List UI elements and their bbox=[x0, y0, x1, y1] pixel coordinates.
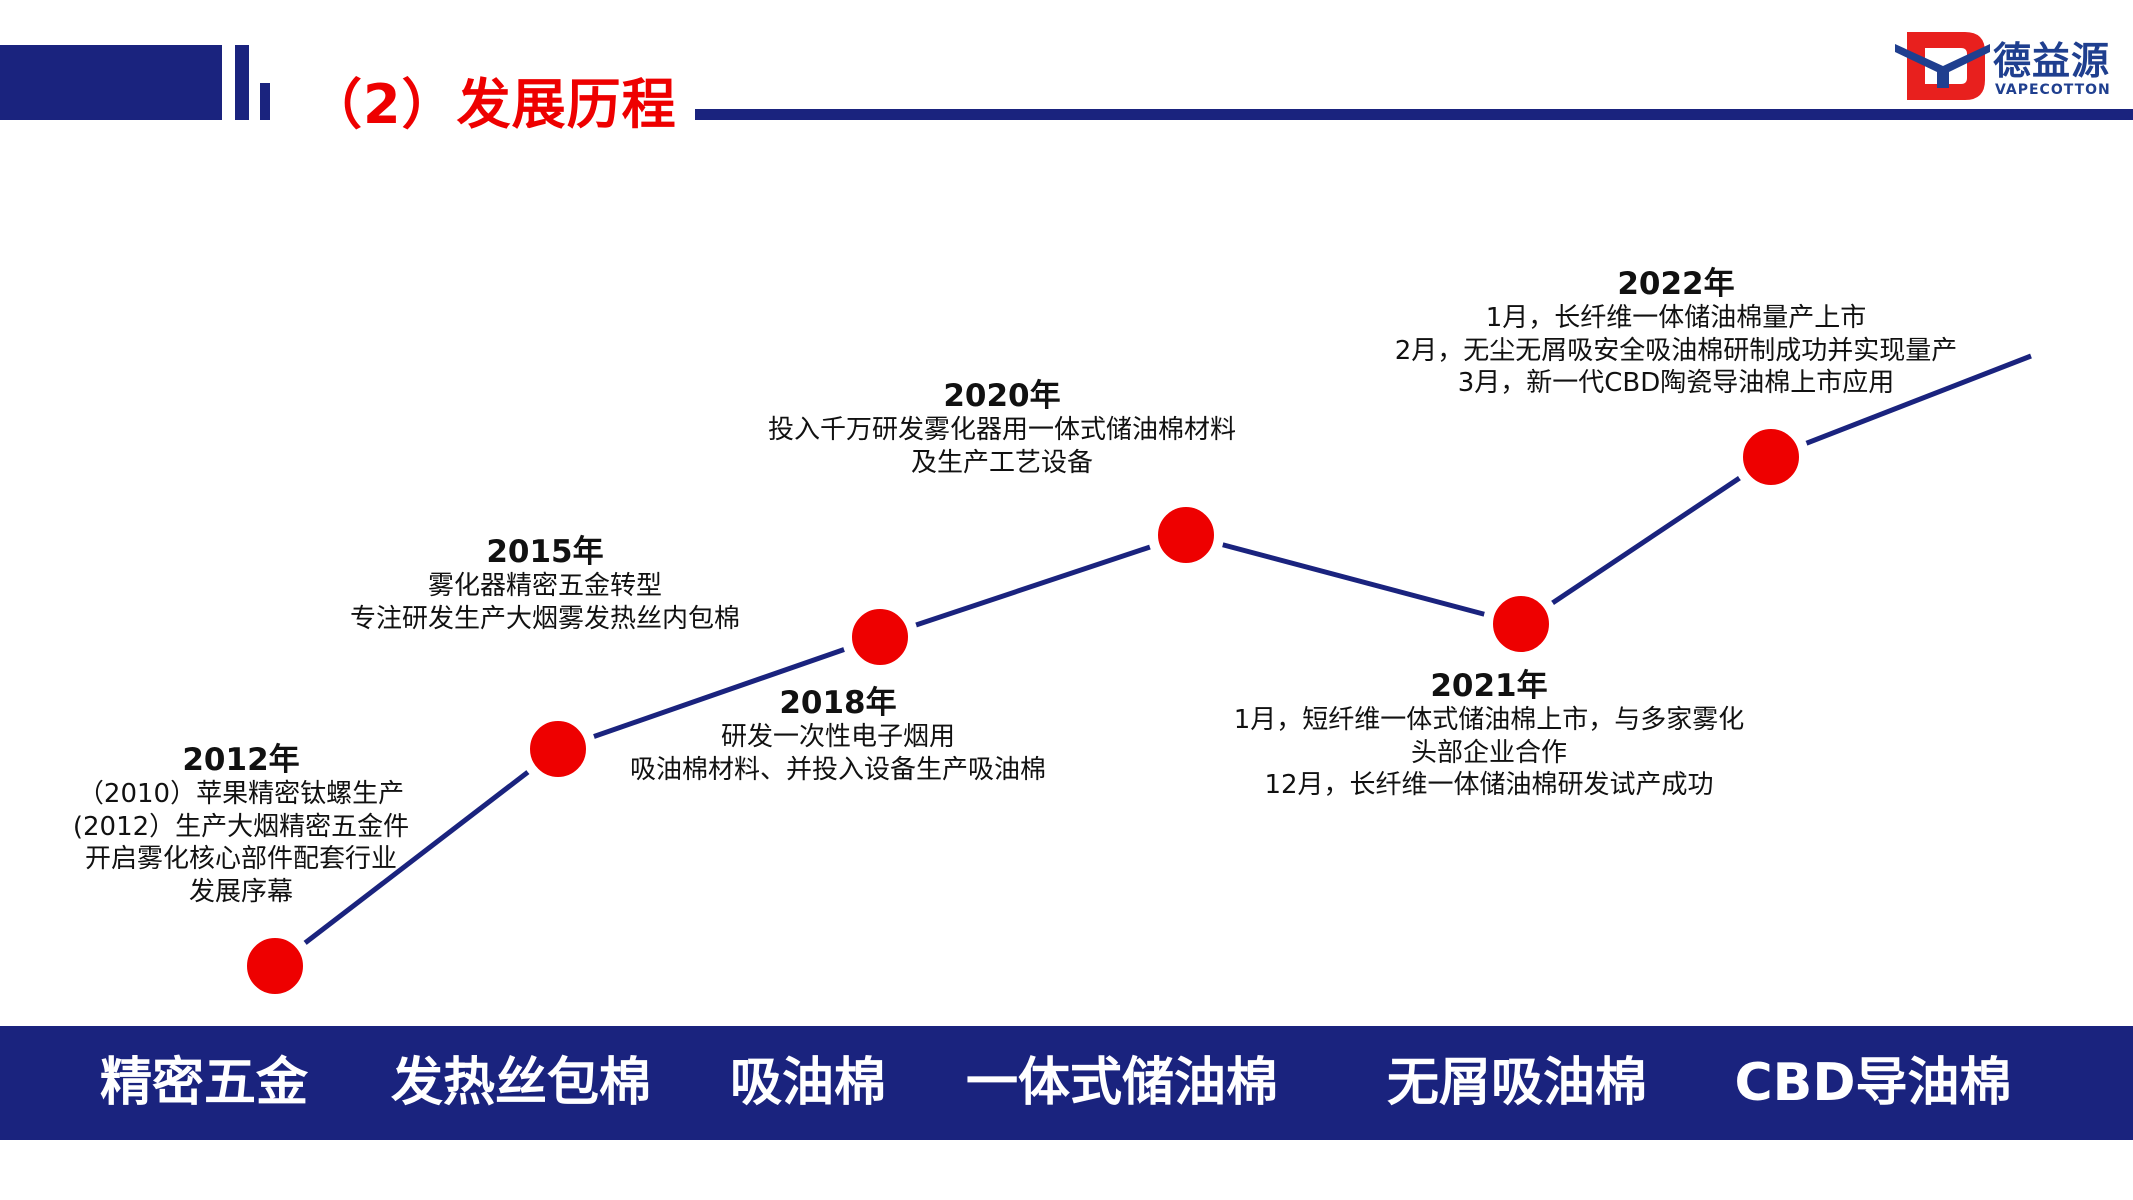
event-year: 2018年 bbox=[779, 685, 897, 721]
event-line: 头部企业合作 bbox=[1410, 737, 1568, 768]
logo: 德益源 VAPECOTTON bbox=[1895, 30, 2115, 105]
timeline-event: 2022年 1月，长纤维一体储油棉量产上市 2月，无尘无屑吸安全吸油棉研制成功并实现… bbox=[1395, 266, 1958, 400]
event-line: 专注研发生产大烟雾发热丝内包棉 bbox=[349, 603, 741, 634]
timeline-segment bbox=[1519, 454, 1773, 627]
logo-mark-icon bbox=[1895, 32, 1990, 100]
timeline-segment bbox=[1770, 353, 2032, 460]
product-label: 精密五金 bbox=[99, 1053, 309, 1113]
event-line: 2月，无尘无屑吸安全吸油棉研制成功并实现量产 bbox=[1394, 335, 1958, 366]
timeline-event: 2018年 研发一次性电子烟用 吸油棉材料、并投入设备生产吸油棉 bbox=[630, 685, 1046, 786]
timeline-segment bbox=[557, 634, 881, 752]
event-line: 雾化器精密五金转型 bbox=[427, 571, 663, 601]
event-line: （2010）苹果精密钛螺生产 bbox=[77, 779, 405, 809]
product-label: 一体式储油棉 bbox=[965, 1053, 1279, 1113]
header-block bbox=[0, 45, 222, 120]
timeline-dot bbox=[1148, 497, 1224, 573]
event-line: 发展序幕 bbox=[188, 876, 293, 907]
header-bar-tall bbox=[235, 45, 249, 120]
timeline-segment bbox=[879, 532, 1187, 640]
timeline-dot bbox=[1733, 419, 1809, 495]
product-label: 吸油棉 bbox=[729, 1053, 887, 1113]
timeline-event: 2021年 1月，短纤维一体式储油棉上市，与多家雾化 头部企业合作 12月，长纤维一体… bbox=[1234, 668, 1745, 802]
event-line: 1月，短纤维一体式储油棉上市，与多家雾化 bbox=[1233, 705, 1745, 735]
product-label: CBD导油棉 bbox=[1734, 1053, 2012, 1113]
event-line: 吸油棉材料、并投入设备生产吸油棉 bbox=[629, 754, 1047, 785]
timeline-dot bbox=[842, 599, 918, 675]
page-title: （2）发展历程 bbox=[308, 73, 677, 136]
event-line: 及生产工艺设备 bbox=[910, 447, 1094, 478]
header-bar-short bbox=[260, 83, 270, 120]
event-year: 2021年 bbox=[1430, 668, 1548, 704]
timeline-dot bbox=[1483, 586, 1559, 662]
product-label: 无屑吸油棉 bbox=[1386, 1053, 1648, 1113]
logo-name-en: VAPECOTTON bbox=[1995, 82, 2111, 98]
timeline-dot bbox=[237, 928, 313, 1004]
event-year: 2020年 bbox=[943, 378, 1061, 414]
event-year: 2022年 bbox=[1617, 266, 1735, 302]
event-line: (2012）生产大烟精密五金件 bbox=[72, 811, 410, 842]
timeline-dot bbox=[520, 711, 596, 787]
timeline-segment bbox=[273, 747, 560, 968]
event-line: 3月，新一代CBD陶瓷导油棉上市应用 bbox=[1457, 368, 1895, 398]
timeline-event: 2012年 （2010）苹果精密钛螺生产 (2012）生产大烟精密五金件 开启雾化核心… bbox=[73, 742, 409, 908]
event-line: 开启雾化核心部件配套行业 bbox=[84, 844, 397, 874]
event-year: 2015年 bbox=[486, 534, 604, 570]
product-band: 精密五金 发热丝包棉 吸油棉 一体式储油棉 无屑吸油棉 CBD导油棉 bbox=[0, 1026, 2133, 1140]
timeline-segment bbox=[1185, 532, 1522, 627]
timeline-event: 2015年 雾化器精密五金转型 专注研发生产大烟雾发热丝内包棉 bbox=[350, 534, 740, 635]
event-line: 1月，长纤维一体储油棉量产上市 bbox=[1485, 303, 1867, 333]
header-rule bbox=[695, 109, 2133, 120]
event-line: 12月，长纤维一体储油棉研发试产成功 bbox=[1264, 770, 1714, 800]
event-year: 2012年 bbox=[182, 742, 300, 778]
event-line: 投入千万研发雾化器用一体式储油棉材料 bbox=[767, 415, 1237, 445]
product-label: 发热丝包棉 bbox=[390, 1053, 652, 1113]
event-line: 研发一次性电子烟用 bbox=[720, 722, 956, 752]
logo-name-cn: 德益源 bbox=[1993, 39, 2111, 83]
timeline-event: 2020年 投入千万研发雾化器用一体式储油棉材料 及生产工艺设备 bbox=[768, 378, 1236, 479]
